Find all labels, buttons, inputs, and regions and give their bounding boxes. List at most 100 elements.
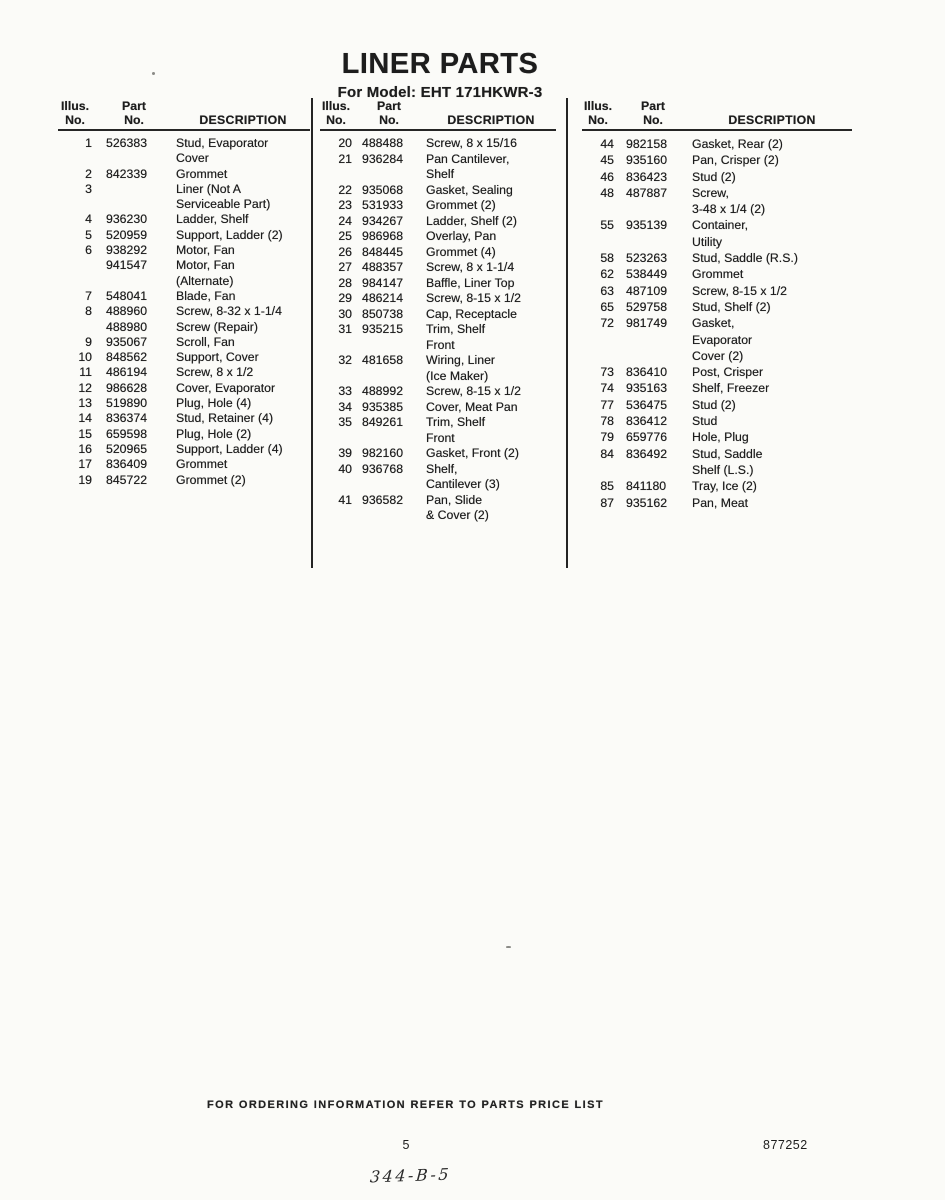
description-cell: Stud (2) [692, 397, 736, 412]
description-cell: Gasket, [692, 316, 735, 331]
description-header: DESCRIPTION [199, 112, 287, 127]
illus-no-cell: 2 [85, 166, 92, 181]
description-cell: Screw, 8 x 15/16 [426, 136, 517, 150]
part-no-cell: 986628 [106, 380, 148, 395]
table-rows: 20 488488 Screw, 8 x 15/16 21 936284 Pan Cant… [320, 131, 556, 524]
description-cell: Evaporator [692, 332, 753, 347]
illus-no-cell: 40 [338, 461, 352, 476]
part-no-cell: 936230 [106, 212, 148, 227]
part-no-cell [92, 151, 176, 166]
description-cell: Ladder, Shelf (2) [426, 213, 517, 228]
part-no-cell: 659776 [626, 430, 668, 445]
illus-no-cell: 12 [78, 380, 92, 395]
description-cell: Overlay, Pan [426, 229, 497, 243]
description-cell: Baffle, Liner Top [426, 275, 515, 290]
illus-no-cell: 17 [78, 457, 92, 472]
description-cell: Cap, Receptacle [426, 306, 517, 321]
description-cell: Pan, Meat [692, 495, 749, 510]
description-cell: Screw, [692, 185, 729, 200]
illus-no-cell: 63 [600, 283, 614, 298]
illus-no-cell: 33 [338, 384, 352, 398]
description-cell: Screw, 8 x 1/2 [176, 365, 254, 380]
description-cell: Grommet [176, 457, 228, 472]
description-cell: Stud (2) [692, 169, 736, 184]
part-no-cell: 536475 [626, 397, 668, 412]
part-no-cell: 981749 [626, 316, 668, 331]
illus-no-cell: 72 [600, 316, 614, 331]
illus-no-cell [320, 338, 352, 354]
illus-no-cell: 84 [600, 446, 614, 461]
part-no-cell: 934267 [362, 213, 404, 228]
illus-no-cell: 22 [338, 182, 352, 197]
illus-no-cell: 46 [600, 169, 614, 184]
description-cell: Motor, Fan [176, 243, 235, 258]
table-header: Illus. No. Part No. DESCRIPTION [320, 99, 556, 131]
illus-no-cell: 30 [338, 306, 352, 321]
description-cell: Gasket, Sealing [426, 182, 513, 197]
part-no-cell [92, 274, 176, 289]
part-no-cell [352, 167, 426, 183]
title-block: LINER PARTS For Model: EHT 171HKWR-3 [0, 48, 880, 101]
description-cell: (Alternate) [176, 273, 234, 288]
description-cell: Grommet (2) [426, 198, 496, 212]
part-no-cell [352, 369, 426, 385]
illus-no-cell: 21 [338, 151, 352, 166]
description-cell: Screw, 8-32 x 1-1/4 [176, 304, 282, 319]
illus-no-header: Illus. No. [583, 99, 613, 127]
part-no-cell: 935067 [106, 334, 148, 349]
part-no-cell: 486194 [106, 365, 148, 380]
part-no-cell: 529758 [626, 299, 668, 314]
illus-no-cell: 39 [338, 446, 352, 460]
part-no-cell [352, 477, 426, 493]
parts-table-column-3: Illus. No. Part No. DESCRIPTION 44 982158… [582, 99, 852, 511]
column-divider [311, 98, 313, 568]
part-no-cell: 982158 [626, 137, 668, 151]
part-no-cell: 836412 [626, 414, 668, 429]
description-cell: Motor, Fan [176, 258, 235, 273]
illus-no-cell: 11 [79, 365, 92, 380]
illus-no-cell [58, 151, 92, 166]
description-cell: Shelf, [426, 461, 458, 476]
ordering-note: FOR ORDERING INFORMATION REFER TO PARTS … [207, 1099, 604, 1111]
illus-no-cell [320, 477, 352, 493]
illus-no-cell: 27 [338, 260, 352, 274]
illus-no-cell: 87 [600, 495, 614, 510]
part-no-cell [352, 338, 426, 354]
table-header: Illus. No. Part No. DESCRIPTION [58, 99, 310, 131]
illus-no-cell: 13 [78, 396, 92, 411]
description-cell: Grommet (4) [426, 244, 496, 259]
illus-no-cell [320, 167, 352, 183]
description-cell: Scroll, Fan [176, 334, 235, 349]
description-cell: Front [426, 430, 455, 445]
part-no-cell: 935068 [362, 182, 404, 197]
illus-no-cell: 77 [600, 397, 614, 412]
part-no-cell: 935163 [626, 381, 668, 396]
part-no-cell: 538449 [626, 267, 668, 282]
illus-no-cell [582, 234, 614, 250]
description-cell: Trim, Shelf [426, 322, 485, 336]
description-cell: Stud, Shelf (2) [692, 299, 771, 314]
illus-no-cell [582, 201, 614, 217]
illus-no-cell: 35 [338, 415, 352, 429]
description-cell: Liner (Not A [176, 181, 241, 196]
description-cell: Screw, 8-15 x 1/2 [426, 384, 522, 398]
part-no-cell [614, 348, 692, 364]
part-no-cell: 488357 [362, 260, 404, 274]
doc-number: 877252 [763, 1138, 808, 1152]
part-no-cell: 531933 [362, 198, 404, 212]
description-cell: Ladder, Shelf [176, 212, 249, 227]
part-no-cell: 836374 [106, 411, 148, 426]
description-cell: Hole, Plug [692, 430, 749, 445]
illus-no-cell: 3 [85, 181, 92, 196]
part-no-cell: 936284 [362, 151, 404, 166]
part-no-cell: 982160 [362, 446, 404, 460]
part-no-cell: 520959 [106, 227, 148, 242]
illus-no-cell: 23 [338, 198, 352, 212]
description-cell: Stud, Saddle (R.S.) [692, 251, 798, 266]
page-subtitle: For Model: EHT 171HKWR-3 [337, 84, 543, 101]
illus-no-cell [58, 274, 92, 289]
table-rows: 1 526383 Stud, Evaporator Cover 2 842339 Gromm… [58, 131, 310, 488]
part-no-cell: 935160 [626, 153, 668, 168]
description-cell: Grommet (2) [176, 472, 246, 487]
